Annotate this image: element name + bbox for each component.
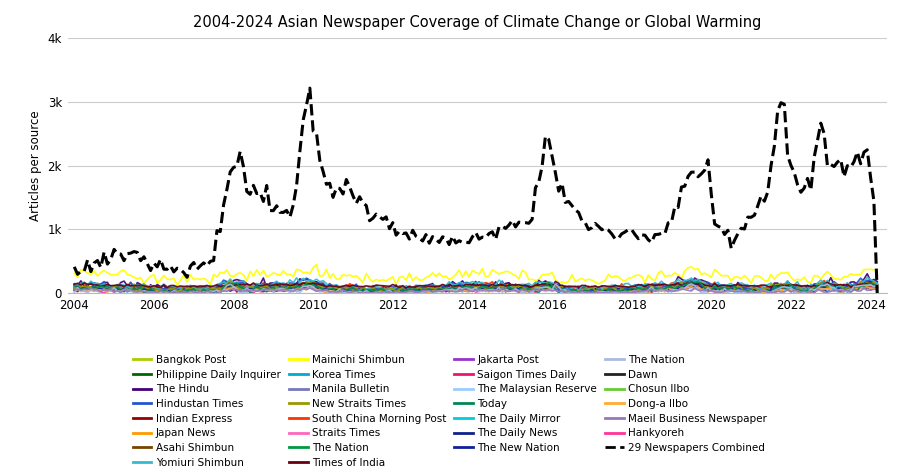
Legend: Bangkok Post, Philippine Daily Inquirer, The Hindu, Hindustan Times, Indian Expr: Bangkok Post, Philippine Daily Inquirer,… — [132, 355, 768, 468]
Title: 2004-2024 Asian Newspaper Coverage of Climate Change or Global Warming: 2004-2024 Asian Newspaper Coverage of Cl… — [193, 15, 761, 30]
Y-axis label: Articles per source: Articles per source — [29, 110, 42, 221]
